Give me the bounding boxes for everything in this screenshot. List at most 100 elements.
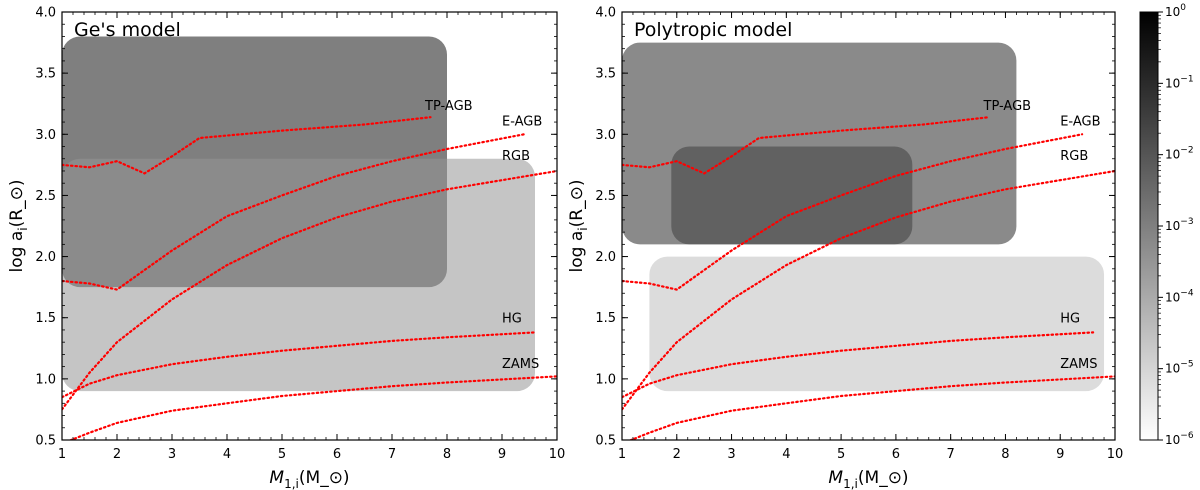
colorbar-tick-exp: −6 (1180, 431, 1194, 441)
density-layer (62, 36, 535, 392)
colorbar-tick-base: 10 (1165, 148, 1180, 162)
x-axis-label: M1,i(M_⊙) (828, 468, 908, 490)
curve-label-e-agb: E-AGB (1060, 115, 1100, 130)
x-tick-label: 8 (1001, 447, 1009, 462)
panel-1: TP-AGB E-AGB RGB HG ZAMS 1 2 3 4 5 6 7 8 9 10 0.5 1.0 1.5… (7, 6, 565, 490)
colorbar-tick-exp: −1 (1180, 74, 1193, 84)
panel-2: TP-AGB E-AGB RGB HG ZAMS 1 2 3 4 5 6 7 8 9 10 0.5 1.0 1.5… (567, 6, 1123, 490)
y-tick-label: 0.5 (595, 434, 616, 449)
colorbar-tick-base: 10 (1165, 76, 1180, 90)
plot-frame (621, 11, 1116, 441)
curve-label-zams: ZAMS (502, 357, 539, 372)
colorbar-tick-label: 10−6 (1165, 431, 1194, 447)
curve-label-hg: HG (502, 312, 522, 327)
y-axis-label-main: log a (567, 231, 587, 273)
x-tick-label: 7 (947, 447, 955, 462)
colorbar-tick-base: 10 (1165, 362, 1180, 376)
density-region-lower-band (649, 256, 1105, 392)
colorbar-bar (1139, 11, 1159, 441)
colorbar-tick-label: 100 (1165, 3, 1186, 19)
y-tick-label: 1.5 (595, 311, 616, 326)
x-tick-label: 3 (168, 447, 176, 462)
y-axis-label: log ai(R_⊙) (567, 180, 590, 273)
x-tick-label: 10 (549, 447, 566, 462)
curve-hg (622, 331, 1095, 399)
curve-tp-agb (62, 116, 432, 175)
x-tick-label: 6 (333, 447, 341, 462)
y-axis-label-main: log a (7, 231, 27, 273)
panel-title: Ge's model (74, 19, 181, 41)
colorbar-tick-exp: −4 (1180, 288, 1194, 298)
curve-e-agb (622, 133, 1084, 291)
y-tick-label: 3.5 (35, 67, 56, 82)
x-tick-label: 3 (727, 447, 735, 462)
x-tick-label: 1 (58, 447, 66, 462)
curve-label-hg: HG (1060, 312, 1080, 327)
colorbar-tick-base: 10 (1165, 5, 1180, 19)
y-tick-label: 2.5 (595, 189, 616, 204)
colorbar-tick-exp: −2 (1180, 146, 1193, 156)
colorbar-tick-label: 10−3 (1165, 217, 1194, 233)
x-tick-label: 4 (782, 447, 790, 462)
colorbar-tick-exp: 0 (1180, 3, 1186, 13)
curve-layer (622, 116, 1115, 440)
y-axis-label-rest: (R_⊙) (7, 180, 27, 228)
x-tick-label: 2 (113, 447, 121, 462)
y-tick-label: 2.0 (35, 250, 56, 265)
colorbar-tick-base: 10 (1165, 433, 1180, 447)
y-tick-label: 2.5 (35, 189, 56, 204)
y-tick-label: 1.5 (35, 311, 56, 326)
x-tick-label: 4 (223, 447, 231, 462)
curve-zams (68, 375, 557, 440)
y-tick-label: 1.0 (595, 372, 616, 387)
colorbar-tick-label: 10−4 (1165, 288, 1194, 304)
x-tick-label: 10 (1107, 447, 1124, 462)
panel-title: Polytropic model (634, 19, 792, 41)
x-axis-label-rest: (M_⊙) (858, 468, 909, 488)
colorbar-tick-exp: −5 (1180, 360, 1193, 370)
curve-label-rgb: RGB (1060, 149, 1088, 164)
colorbar-tick-label: 10−2 (1165, 146, 1194, 162)
y-tick-label: 3.0 (595, 128, 616, 143)
y-tick-label: 3.0 (35, 128, 56, 143)
curve-tp-agb (622, 116, 991, 175)
x-tick-label: 9 (1056, 447, 1064, 462)
curve-label-zams: ZAMS (1060, 357, 1097, 372)
x-axis-label-sub: 1,i (284, 477, 299, 490)
y-axis-label-sub: i (16, 227, 30, 230)
y-axis-label: log ai(R_⊙) (7, 180, 30, 273)
x-axis-label-main: M (828, 468, 843, 488)
curve-layer (62, 116, 557, 440)
x-tick-label: 2 (673, 447, 681, 462)
x-tick-label: 5 (837, 447, 845, 462)
y-tick-label: 1.0 (35, 372, 56, 387)
colorbar-tick-label: 10−5 (1165, 360, 1194, 376)
y-tick-label: 4.0 (595, 6, 616, 21)
curve-label-e-agb: E-AGB (502, 115, 542, 130)
colorbar-tick-base: 10 (1165, 219, 1180, 233)
curve-rgb (622, 169, 1115, 411)
x-tick-label: 8 (443, 447, 451, 462)
plot-frame (61, 11, 558, 441)
x-axis-label-sub: 1,i (843, 477, 858, 490)
curve-e-agb (62, 133, 526, 291)
x-tick-label: 9 (498, 447, 506, 462)
curve-rgb (62, 169, 557, 411)
x-tick-label: 7 (388, 447, 396, 462)
density-layer (622, 42, 1105, 392)
density-region-lower-band (62, 158, 535, 392)
y-tick-label: 0.5 (35, 434, 56, 449)
y-tick-label: 4.0 (35, 6, 56, 21)
x-axis-label: M1,i(M_⊙) (269, 468, 349, 490)
colorbar-tick-label: 10−1 (1165, 74, 1194, 90)
density-region-middle-wedge (671, 146, 913, 245)
curve-hg (62, 331, 537, 399)
x-tick-label: 1 (618, 447, 626, 462)
curve-label-tp-agb: TP-AGB (983, 99, 1032, 114)
curve-label-tp-agb: TP-AGB (424, 99, 473, 114)
x-tick-label: 5 (278, 447, 286, 462)
x-axis-label-rest: (M_⊙) (299, 468, 350, 488)
y-axis-label-sub: i (576, 227, 590, 230)
